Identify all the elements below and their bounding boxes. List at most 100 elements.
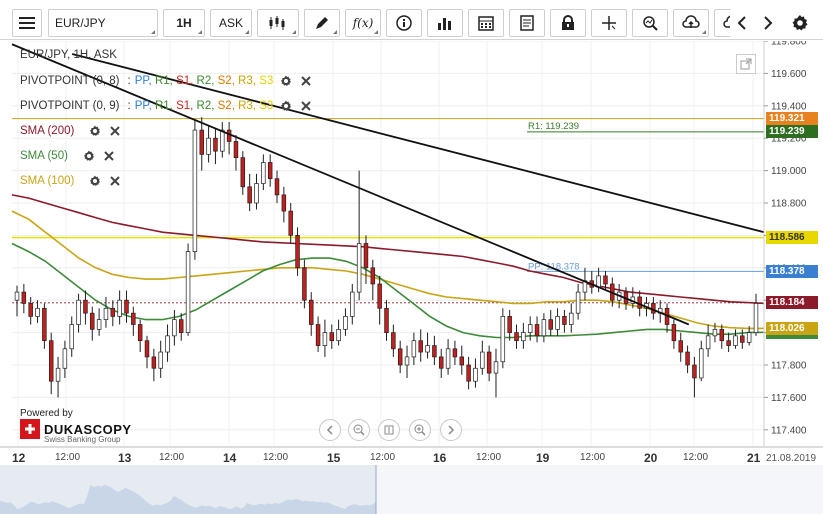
candle-body xyxy=(69,324,74,350)
candle xyxy=(343,308,348,336)
pivot-2-settings-gear-icon[interactable] xyxy=(279,99,293,113)
candle xyxy=(76,293,81,333)
candle-body xyxy=(220,129,225,152)
candle xyxy=(500,308,506,369)
candle xyxy=(671,319,677,349)
pivot-levels: R1: 119.239 PP: 118.378 xyxy=(12,118,764,304)
next-button[interactable] xyxy=(756,9,780,37)
candle-body xyxy=(514,332,519,342)
pivot-name: PIVOTPOINT (0, 9) xyxy=(20,100,120,112)
pivot-legend-2: PIVOTPOINT (0, 9) : PP, R1, S1, R2, S2, … xyxy=(20,99,313,113)
sma-50-gear-icon[interactable] xyxy=(82,149,96,163)
calendar-button[interactable] xyxy=(468,9,504,37)
brand-subtitle: Swiss Banking Group xyxy=(44,435,121,444)
sma-200-close-icon[interactable] xyxy=(108,124,122,138)
dukascopy-logo[interactable]: DUKASCOPY xyxy=(20,419,132,439)
x-tick-label: 12:00 xyxy=(159,452,185,463)
reset-zoom-button[interactable] xyxy=(378,419,400,441)
menu-button[interactable] xyxy=(12,9,42,37)
candle-body xyxy=(411,340,417,358)
candle-body xyxy=(110,307,116,317)
sma-200-line xyxy=(11,194,765,305)
indicators-button[interactable]: f(x) xyxy=(345,9,381,37)
candle-body xyxy=(42,307,47,342)
candle-body xyxy=(575,291,581,314)
volume-button[interactable] xyxy=(427,9,463,37)
candle xyxy=(719,324,725,349)
pivot-r3: R3, xyxy=(238,100,257,112)
prev-button[interactable] xyxy=(730,9,754,37)
toolbar: EUR/JPY 1H ASK f(x) xyxy=(0,0,823,40)
powered-by-text: Powered by xyxy=(20,408,73,419)
zoom-out-button[interactable] xyxy=(348,419,370,441)
pivot-1-settings-gear-icon[interactable] xyxy=(279,74,293,88)
sma-200-gear-icon[interactable] xyxy=(88,124,102,138)
scroll-left-button[interactable] xyxy=(319,419,341,441)
candle xyxy=(28,296,33,325)
chart-type-button[interactable] xyxy=(257,9,299,37)
candle-body xyxy=(206,137,211,155)
candle-body xyxy=(363,243,369,269)
expand-button[interactable] xyxy=(736,54,756,74)
price-tag: 118.586 xyxy=(766,231,818,245)
candle xyxy=(678,332,683,362)
candle xyxy=(96,308,102,336)
sma-100-gear-icon[interactable] xyxy=(88,174,102,188)
zoom-button[interactable] xyxy=(632,9,668,37)
pivot-sep: : xyxy=(127,100,131,112)
candle xyxy=(712,322,718,343)
candle-body xyxy=(192,129,198,252)
y-tick-label: 119.800 xyxy=(771,41,807,48)
candle-body xyxy=(712,329,718,337)
sma-100-close-icon[interactable] xyxy=(108,174,122,188)
candle xyxy=(733,329,738,349)
candle xyxy=(62,340,68,378)
lock-button[interactable] xyxy=(550,9,586,37)
candle-body xyxy=(637,296,642,309)
candle xyxy=(90,306,95,341)
candle xyxy=(370,259,376,301)
pivot-2-close-icon[interactable] xyxy=(299,99,313,113)
candle xyxy=(582,267,588,301)
crosshair-button[interactable] xyxy=(591,9,627,37)
zoom-in-button[interactable] xyxy=(409,419,431,441)
draw-tool-button[interactable] xyxy=(304,9,340,37)
candle-body xyxy=(261,162,266,184)
scroll-right-button[interactable] xyxy=(440,419,462,441)
report-button[interactable] xyxy=(509,9,545,37)
candle xyxy=(308,292,314,336)
candle xyxy=(350,284,355,325)
price-tag: 118.026 xyxy=(766,321,818,335)
candle-body xyxy=(603,275,608,285)
cloud-upload-icon xyxy=(682,15,700,28)
candle xyxy=(534,316,540,343)
candle xyxy=(493,348,499,398)
candle xyxy=(507,309,512,341)
symbol-selector[interactable]: EUR/JPY xyxy=(48,9,158,37)
upload-button[interactable] xyxy=(673,9,709,37)
candle xyxy=(569,303,574,333)
trendlines[interactable] xyxy=(11,43,765,326)
price-side-selector[interactable]: ASK xyxy=(210,9,252,37)
candle xyxy=(322,319,328,357)
settings-button[interactable] xyxy=(786,9,814,37)
x-tick-label: 12:00 xyxy=(580,452,606,463)
info-button[interactable] xyxy=(386,9,422,37)
chart-area[interactable]: R1: 119.239 PP: 118.378 117.400 117.600 117… xyxy=(0,41,823,514)
pivot-name: PIVOTPOINT (0, 8) xyxy=(20,75,120,87)
x-tick-label: 12:00 xyxy=(370,452,396,463)
timeframe-selector[interactable]: 1H xyxy=(163,9,205,37)
candle-body xyxy=(562,316,567,325)
chevron-right-icon xyxy=(448,425,455,435)
pivot-1-close-icon[interactable] xyxy=(299,74,313,88)
bar-chart-icon xyxy=(438,18,451,30)
candle xyxy=(404,345,410,378)
candle xyxy=(151,348,157,382)
candle xyxy=(425,332,430,359)
candle-body xyxy=(151,356,157,369)
navigator-minimap[interactable] xyxy=(0,465,823,514)
candle xyxy=(521,322,526,349)
candle-body xyxy=(35,307,40,317)
candle-body xyxy=(131,312,136,325)
sma-50-close-icon[interactable] xyxy=(102,149,116,163)
